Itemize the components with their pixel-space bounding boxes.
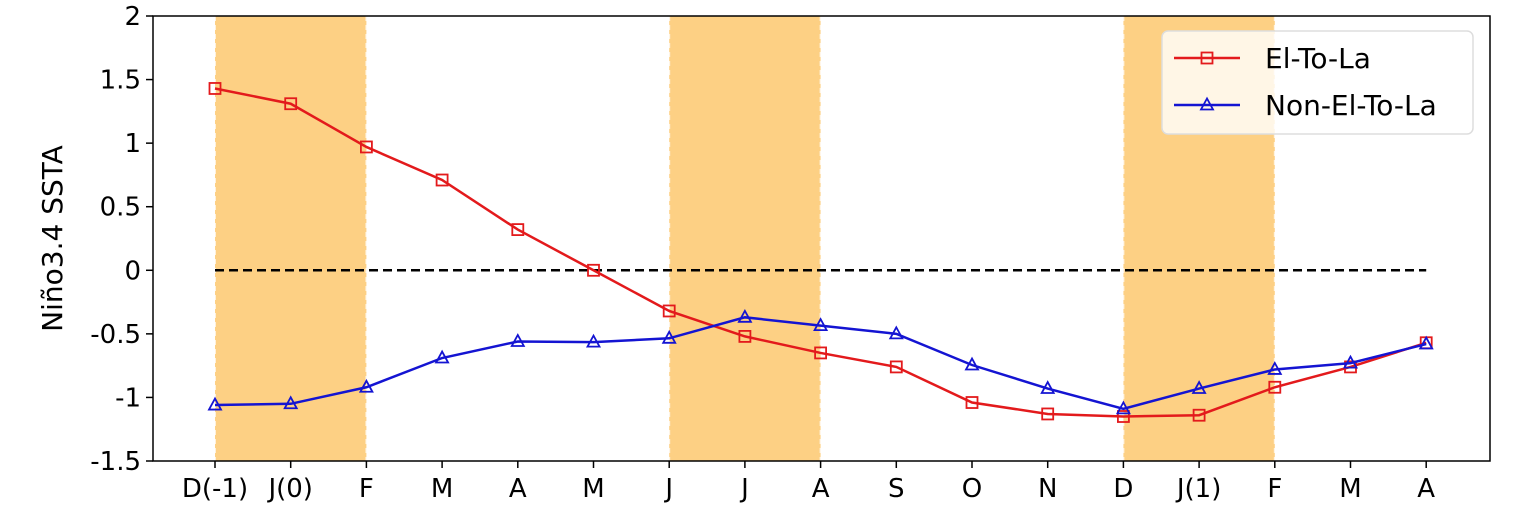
y-tick-label: -0.5 [90, 320, 141, 350]
data-point-marker [283, 395, 299, 410]
data-point-marker [661, 329, 677, 344]
data-point-marker [1342, 354, 1359, 369]
data-point-marker [435, 173, 449, 187]
data-point-marker [1268, 380, 1282, 394]
x-tick-label: J(0) [266, 474, 313, 504]
y-tick-label: 1.5 [100, 66, 141, 96]
data-point-marker [813, 317, 829, 331]
data-point-marker [359, 140, 373, 154]
data-point-marker [587, 263, 600, 277]
data-point-marker [585, 333, 602, 348]
data-point-marker [737, 308, 753, 323]
data-point-marker [1191, 380, 1207, 394]
y-tick-label: 0.5 [100, 193, 141, 223]
y-tick-label: 2 [124, 2, 141, 32]
data-point-marker [511, 223, 525, 237]
data-point-marker [1040, 380, 1056, 394]
data-point-marker [1267, 361, 1283, 375]
data-point-marker [965, 396, 979, 409]
data-point-marker [814, 346, 827, 360]
data-point-marker [434, 349, 450, 364]
data-point-marker [964, 356, 980, 371]
x-tick-label: M [431, 474, 453, 504]
data-point-marker [284, 97, 298, 111]
legend: El-To-La Non-El-To-La [1161, 30, 1474, 135]
y-tick-label: 0 [124, 256, 141, 286]
data-point-marker [1115, 400, 1131, 415]
data-point-marker [1192, 408, 1206, 422]
x-tick-label: S [888, 474, 905, 504]
legend-marker [1200, 51, 1214, 65]
x-tick-label: F [359, 474, 374, 504]
data-point-marker [208, 82, 222, 95]
data-point-marker [510, 333, 526, 347]
x-tick-label: M [582, 474, 604, 504]
x-tick-label: D [1113, 474, 1133, 504]
x-tick-label: N [1038, 474, 1057, 504]
shaded-region [215, 16, 367, 461]
x-tick-label: D(-1) [182, 474, 248, 504]
data-point-marker [662, 304, 676, 318]
y-tick-label: 1 [124, 129, 141, 159]
y-axis-ticks: 2 1.5 1 0.5 0 -0.5 -1 -1.5 [90, 2, 153, 477]
shaded-region [669, 16, 821, 461]
legend-entry: Non-El-To-La [1174, 89, 1437, 122]
x-tick-label: A [509, 474, 527, 504]
x-tick-label: J(1) [1175, 474, 1222, 504]
series-layer [207, 82, 1434, 423]
x-tick-label: J [739, 474, 749, 504]
y-axis-title: Niño3.4 SSTA [36, 145, 69, 332]
y-tick-label: -1.5 [90, 447, 141, 477]
series-square [208, 82, 1433, 423]
plot-area-frame [152, 15, 1491, 462]
x-tick-label: A [812, 474, 830, 504]
series-triangle [207, 308, 1434, 415]
x-tick-label: O [962, 474, 982, 504]
y-tick-label: -1 [115, 383, 141, 413]
series-line [214, 316, 1427, 411]
x-tick-label: J [663, 474, 673, 504]
data-point-marker [358, 378, 374, 393]
legend-marker [1199, 96, 1215, 111]
data-point-marker [738, 329, 752, 343]
data-point-marker [888, 325, 904, 340]
data-point-marker [1117, 410, 1130, 423]
x-tick-label: F [1267, 474, 1282, 504]
legend-label: El-To-La [1265, 42, 1371, 75]
x-axis-ticks: D(-1) J(0) F M A M J J A S O N D J(1) F M A [182, 461, 1435, 504]
data-point-marker [1041, 407, 1055, 421]
x-tick-label: M [1339, 474, 1361, 504]
legend-label: Non-El-To-La [1265, 89, 1437, 122]
data-point-marker [1418, 335, 1434, 350]
series-line [214, 87, 1427, 418]
shaded-regions [214, 16, 1276, 461]
data-point-marker [207, 396, 223, 411]
legend-entry: El-To-La [1174, 42, 1371, 75]
data-point-marker [889, 360, 903, 374]
x-tick-label: A [1417, 474, 1435, 504]
